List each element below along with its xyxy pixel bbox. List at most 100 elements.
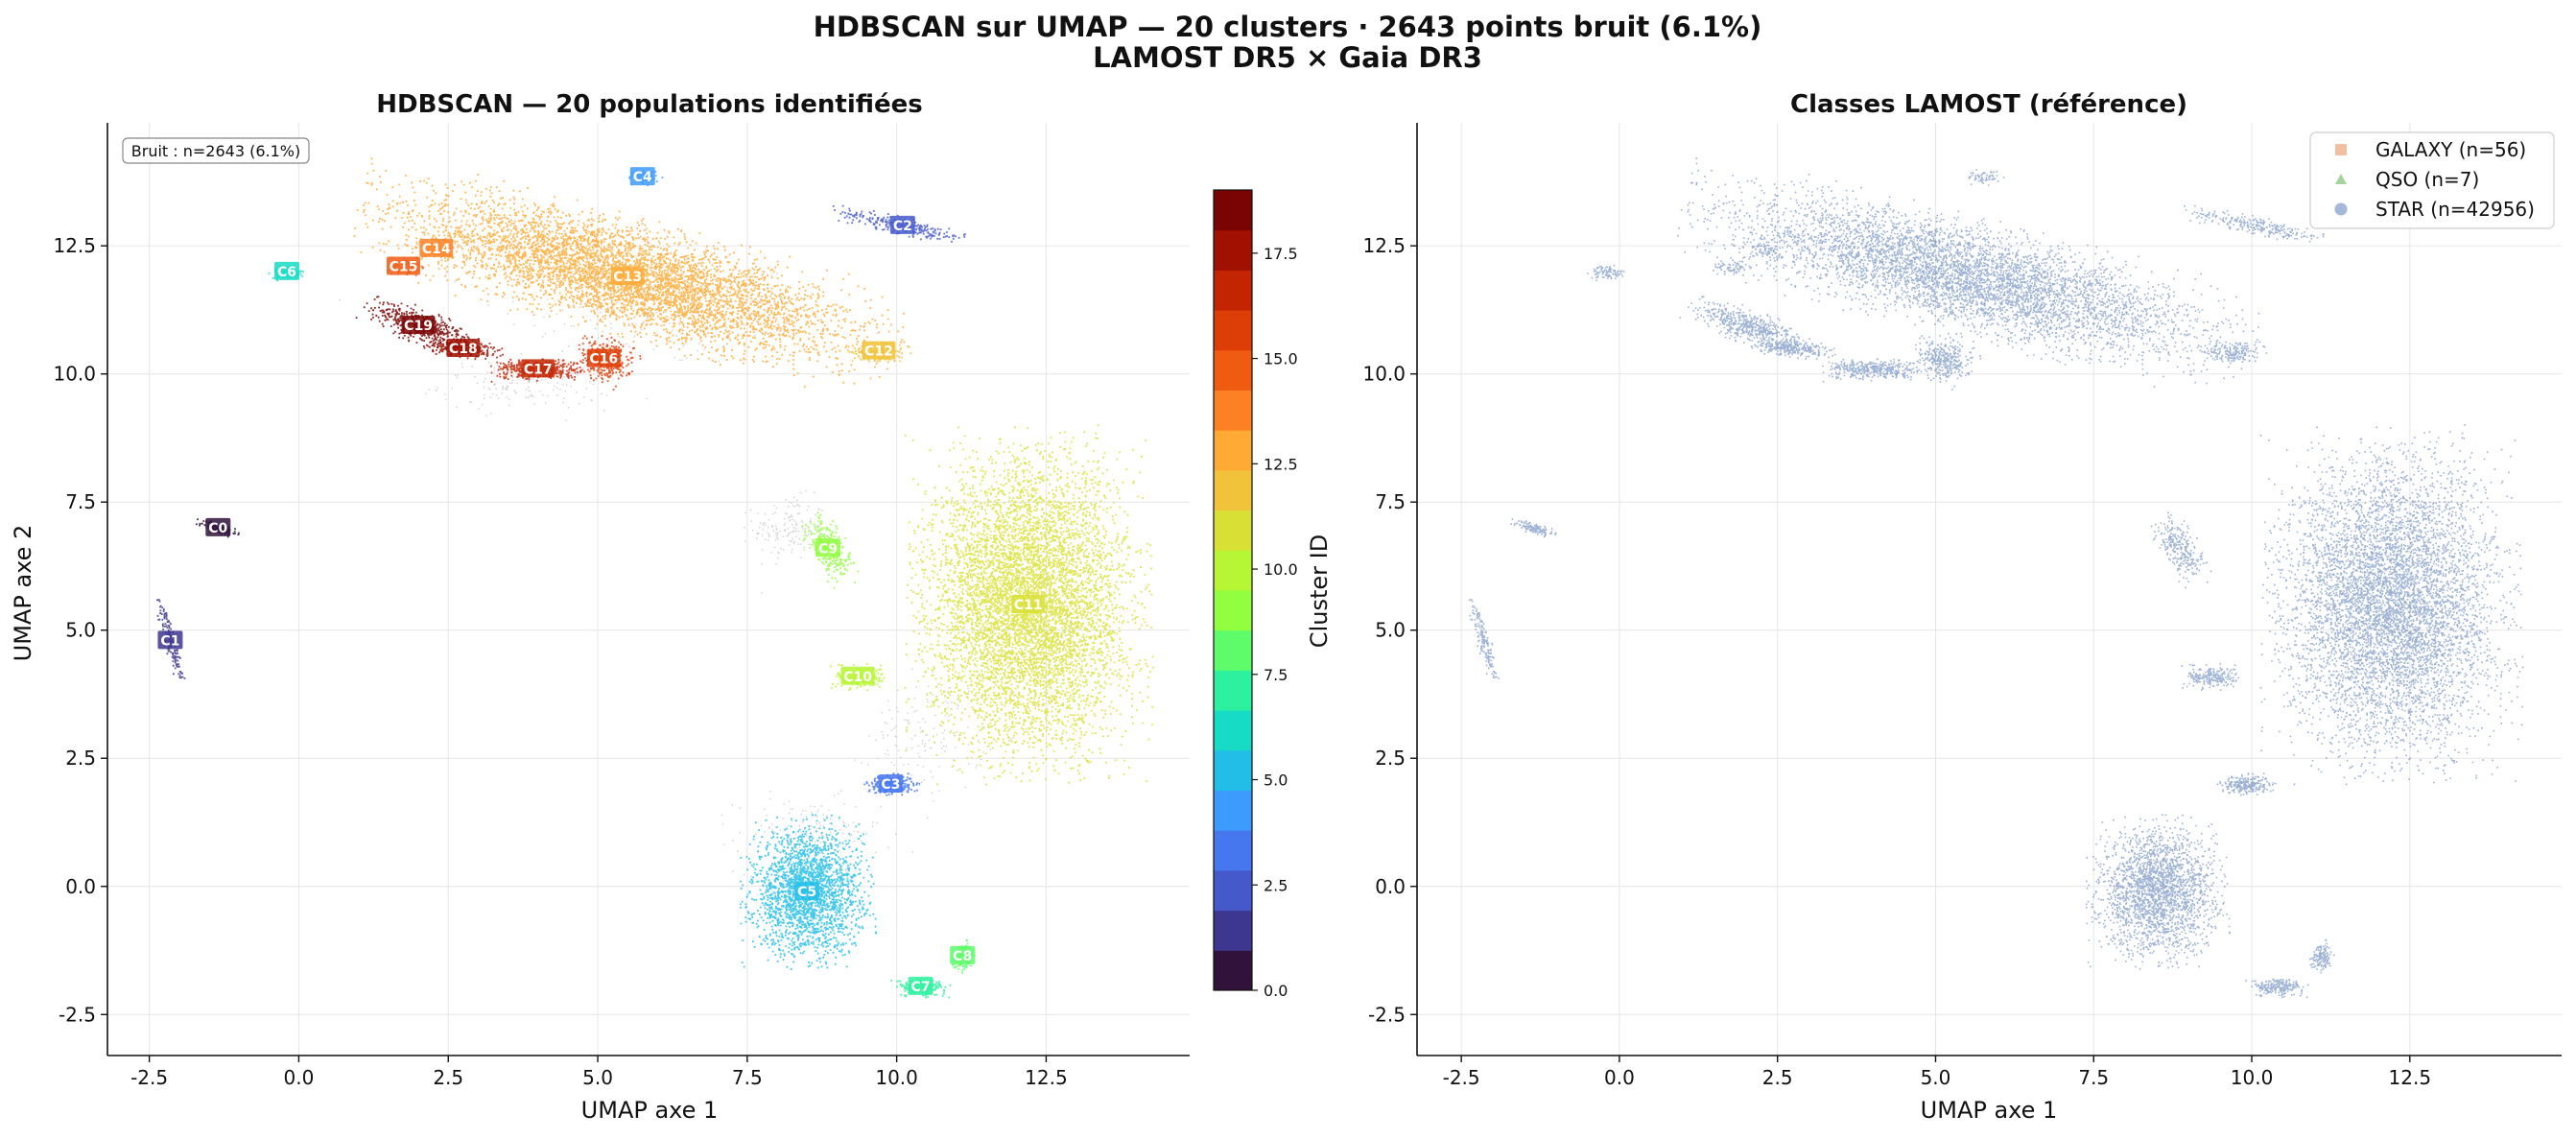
svg-text:C4: C4 — [633, 170, 652, 185]
colorbar-ticks: 0.0 2.5 5.0 7.5 10.0 12.5 15.0 17.5 — [1252, 245, 1298, 1000]
cluster-label-c7: C7 — [908, 976, 934, 995]
left-panel: HDBSCAN — 20 populations identifiées C0C… — [10, 90, 1333, 1124]
colorbar-segment — [1214, 950, 1252, 991]
svg-text:C18: C18 — [449, 342, 478, 357]
noise-box-label: Bruit : n=2643 (6.1%) — [131, 142, 300, 160]
cluster-label-c13: C13 — [610, 267, 645, 286]
left-x-tick-label: 7.5 — [732, 1066, 763, 1089]
cluster-label-c2: C2 — [889, 215, 915, 234]
colorbar-tick-label: 0.0 — [1264, 982, 1288, 1000]
svg-text:C3: C3 — [881, 777, 900, 793]
right-y-tick-label: 2.5 — [1375, 747, 1406, 770]
svg-text:C8: C8 — [953, 949, 972, 964]
left-x-ticks: -2.5 0.0 2.5 5.0 7.5 10.0 12.5 — [130, 1056, 1068, 1089]
right-y-tick-label: 7.5 — [1375, 490, 1406, 513]
left-y-axis-label: UMAP axe 2 — [10, 525, 36, 662]
svg-text:C14: C14 — [422, 242, 451, 257]
cluster-label-c6: C6 — [273, 261, 299, 280]
qso-marker-icon — [2335, 174, 2347, 184]
legend-label-qso: QSO (n=7) — [2375, 168, 2479, 191]
right-x-tick-label: 10.0 — [2231, 1066, 2274, 1089]
colorbar-tick-label: 15.0 — [1264, 350, 1298, 368]
left-y-tick-label: 0.0 — [65, 875, 96, 898]
colorbar-segment — [1214, 469, 1252, 511]
svg-text:C9: C9 — [818, 541, 838, 557]
right-star-points — [1469, 157, 2524, 999]
svg-text:C11: C11 — [1014, 598, 1043, 613]
svg-text:C1: C1 — [160, 633, 179, 649]
colorbar-tick-label: 10.0 — [1264, 560, 1298, 579]
cluster-points-c11 — [904, 424, 1154, 786]
legend: GALAXY (n=56) QSO (n=7) STAR (n=42956) — [2309, 131, 2555, 229]
left-axes — [106, 123, 1190, 1056]
left-x-tick-label: 10.0 — [875, 1066, 918, 1089]
colorbar-segment — [1214, 629, 1252, 671]
cluster-label-c18: C18 — [446, 338, 481, 357]
cluster-label-c17: C17 — [521, 359, 555, 378]
svg-text:C10: C10 — [843, 670, 872, 685]
left-x-tick-label: 12.5 — [1025, 1066, 1068, 1089]
left-panel-title: HDBSCAN — 20 populations identifiées — [376, 90, 923, 119]
colorbar-segment — [1214, 390, 1252, 431]
left-y-ticks: -2.5 0.0 2.5 5.0 7.5 10.0 12.5 — [53, 234, 107, 1026]
right-x-tick-label: 2.5 — [1762, 1066, 1793, 1089]
colorbar-segment — [1214, 229, 1252, 271]
colorbar-segment — [1214, 550, 1252, 591]
svg-text:C15: C15 — [390, 260, 418, 275]
svg-text:C5: C5 — [797, 885, 816, 900]
colorbar-segment — [1214, 710, 1252, 751]
cluster-label-c4: C4 — [629, 167, 655, 186]
cluster-label-c16: C16 — [586, 348, 621, 368]
colorbar-segment — [1214, 349, 1252, 391]
colorbar-label: Cluster ID — [1306, 534, 1333, 648]
cluster-label-c14: C14 — [419, 238, 454, 257]
legend-item-qso: QSO (n=7) — [2335, 168, 2479, 191]
right-axes — [1416, 123, 2562, 1056]
colorbar-segment — [1214, 670, 1252, 711]
left-x-tick-label: -2.5 — [130, 1066, 168, 1089]
legend-label-galaxy: GALAXY (n=56) — [2375, 138, 2526, 161]
colorbar-segment — [1214, 310, 1252, 351]
svg-text:C0: C0 — [208, 521, 227, 536]
colorbar-segment — [1214, 790, 1252, 831]
right-x-tick-label: 12.5 — [2389, 1066, 2432, 1089]
colorbar-segment — [1214, 510, 1252, 551]
noise-box: Bruit : n=2643 (6.1%) — [122, 137, 310, 164]
cluster-label-c3: C3 — [878, 773, 904, 793]
cluster-points-c9 — [801, 511, 860, 589]
cluster-label-c11: C11 — [1011, 595, 1046, 614]
colorbar-tick-label: 5.0 — [1264, 771, 1288, 790]
left-y-tick-label: 10.0 — [53, 363, 96, 386]
svg-text:C6: C6 — [277, 265, 296, 280]
right-panel: Classes LAMOST (référence) -2.5 0.0 2.5 5.0… — [1362, 90, 2562, 1124]
figure-title-line1: HDBSCAN sur UMAP — 20 clusters · 2643 po… — [814, 11, 1762, 43]
colorbar-segment — [1214, 749, 1252, 791]
cluster-label-c15: C15 — [386, 256, 420, 275]
left-x-axis-label: UMAP axe 1 — [581, 1097, 719, 1124]
right-x-tick-label: 0.0 — [1604, 1066, 1635, 1089]
colorbar-tick-label: 7.5 — [1264, 666, 1288, 684]
svg-text:C17: C17 — [524, 362, 553, 377]
colorbar-segment — [1214, 590, 1252, 631]
colorbar-segment — [1214, 869, 1252, 912]
right-y-tick-label: 0.0 — [1375, 875, 1406, 898]
left-cluster-labels: C0 C1 C2 C3 C4 C5 C6 C7 C8 C9 C10 C11 C12 C13 C14 C15 C1… — [157, 167, 1046, 995]
right-x-tick-label: -2.5 — [1443, 1066, 1480, 1089]
cluster-label-c8: C8 — [950, 945, 976, 964]
right-y-tick-label: 10.0 — [1362, 363, 1406, 386]
left-y-tick-label: 2.5 — [65, 747, 96, 770]
left-x-tick-label: 0.0 — [284, 1066, 315, 1089]
cluster-label-c9: C9 — [815, 538, 840, 558]
cluster-label-c19: C19 — [401, 315, 436, 334]
legend-item-galaxy: GALAXY (n=56) — [2335, 138, 2526, 161]
left-y-tick-label: 12.5 — [53, 234, 96, 257]
cluster-points-c7 — [890, 978, 952, 999]
colorbar-segment — [1214, 270, 1252, 311]
svg-text:C12: C12 — [864, 344, 893, 360]
cluster-label-c1: C1 — [157, 630, 183, 650]
right-x-tick-label: 7.5 — [2078, 1066, 2109, 1089]
colorbar-segment — [1214, 430, 1252, 471]
svg-text:C16: C16 — [589, 352, 618, 368]
star-marker-icon — [2334, 202, 2348, 216]
